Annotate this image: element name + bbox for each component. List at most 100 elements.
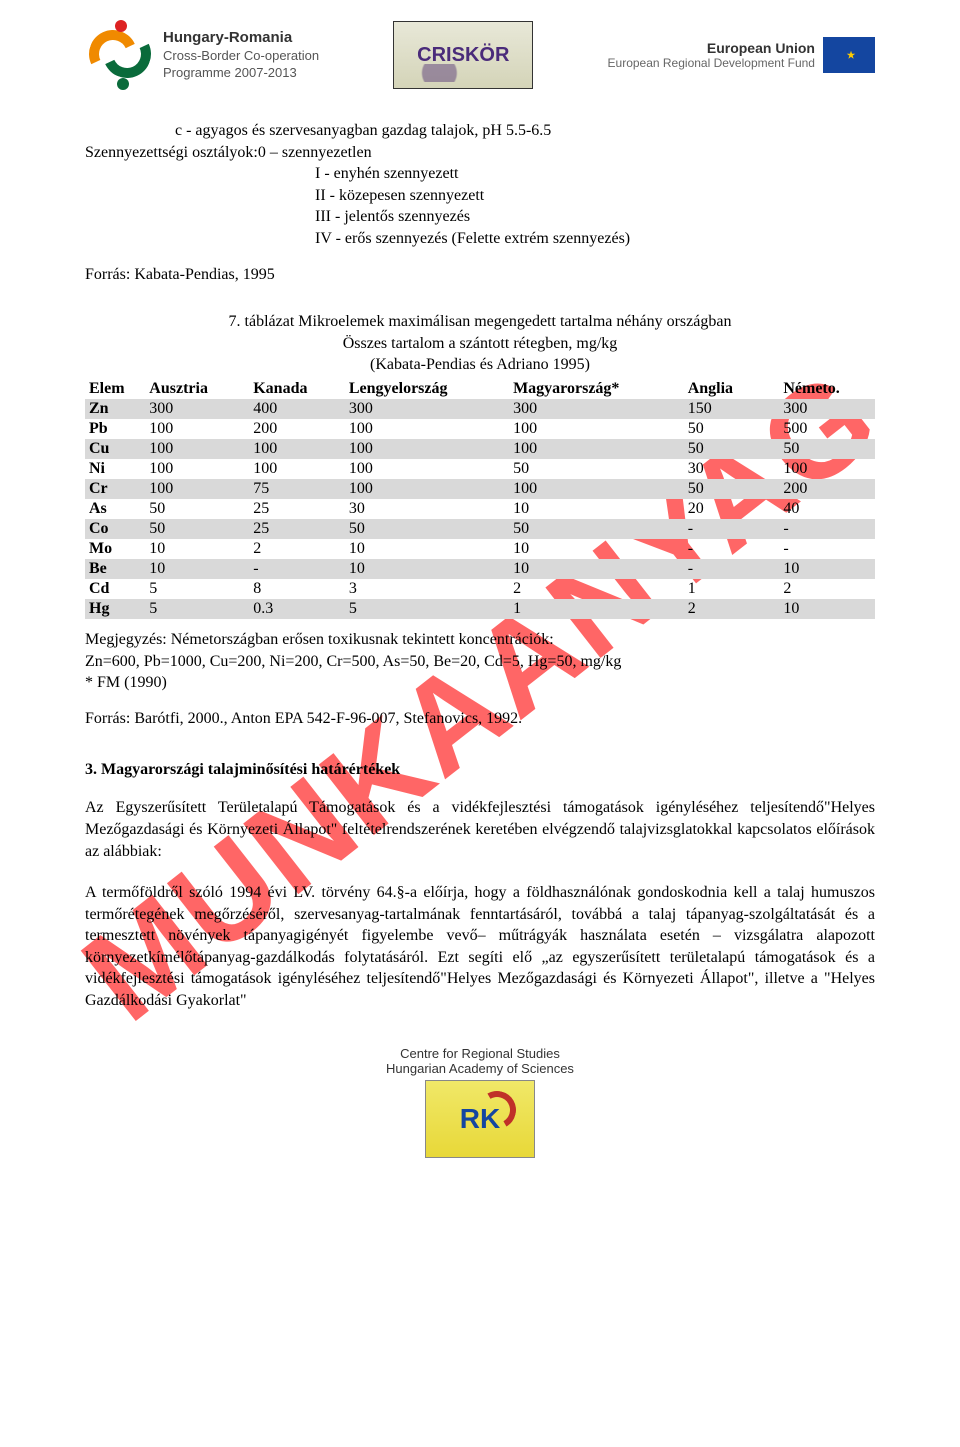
table-cell: Cu	[85, 439, 145, 459]
table-cell: Be	[85, 559, 145, 579]
col-germany: Németo.	[779, 379, 875, 399]
table-cell: 50	[684, 419, 780, 439]
note-line1: Megjegyzés: Németországban erősen toxiku…	[85, 629, 875, 651]
table-cell: 100	[779, 459, 875, 479]
table-row: Mo1021010--	[85, 539, 875, 559]
table-cell: 100	[509, 439, 684, 459]
table-cell: 2	[684, 599, 780, 619]
table-cell: Hg	[85, 599, 145, 619]
table-cell: 10	[509, 559, 684, 579]
footer-logo-text: RK	[460, 1103, 500, 1135]
logo-right: European Union European Regional Develop…	[608, 37, 875, 73]
table-cell: 100	[509, 419, 684, 439]
eu-flag-icon: ⋆	[823, 37, 875, 73]
table-cell: 400	[249, 399, 345, 419]
table-cell: Mo	[85, 539, 145, 559]
table-cell: 30	[345, 499, 509, 519]
table-cell: 3	[345, 579, 509, 599]
table-cell: 100	[345, 459, 509, 479]
table-cell: 50	[779, 439, 875, 459]
table-cell: 100	[145, 479, 249, 499]
class-item-2: II - közepesen szennyezett	[315, 185, 875, 207]
table-row: Pb10020010010050500	[85, 419, 875, 439]
table-row: Ni1001001005030100	[85, 459, 875, 479]
footer-line1: Centre for Regional Studies	[85, 1046, 875, 1061]
table-cell: Ni	[85, 459, 145, 479]
table-cell: 2	[779, 579, 875, 599]
table-cell: 25	[249, 499, 345, 519]
table-cell: 10	[345, 539, 509, 559]
table-cell: 8	[249, 579, 345, 599]
table-cell: 100	[145, 419, 249, 439]
class-item-4: IV - erős szennyezés (Felette extrém sze…	[315, 228, 875, 250]
table-cell: 100	[249, 439, 345, 459]
table-cell: 25	[249, 519, 345, 539]
table-row: Cd583212	[85, 579, 875, 599]
note-line3: * FM (1990)	[85, 672, 875, 694]
class-item-3: III - jelentős szennyezés	[315, 206, 875, 228]
table-cell: -	[779, 539, 875, 559]
table-cell: 5	[345, 599, 509, 619]
table-cell: 10	[779, 559, 875, 579]
logo-left-line1: Hungary-Romania	[163, 28, 319, 48]
table-cell: Co	[85, 519, 145, 539]
table-cell: 10	[509, 539, 684, 559]
table-cell: 50	[345, 519, 509, 539]
table-cell: 100	[345, 419, 509, 439]
table-cell: 300	[345, 399, 509, 419]
table-row: Be10-1010-10	[85, 559, 875, 579]
table-cell: -	[684, 539, 780, 559]
table-cell: 100	[345, 439, 509, 459]
page-footer: Centre for Regional Studies Hungarian Ac…	[85, 1046, 875, 1158]
footer-logo-icon: RK	[425, 1080, 535, 1158]
table-row: Cr1007510010050200	[85, 479, 875, 499]
logo-center-text: CRISKÖR	[417, 44, 509, 67]
legend-source: Forrás: Kabata-Pendias, 1995	[85, 264, 875, 286]
classes-label: Szennyezettségi osztályok:	[85, 142, 258, 164]
footer-line2: Hungarian Academy of Sciences	[85, 1061, 875, 1076]
caption-line3: (Kabata-Pendias és Adriano 1995)	[85, 354, 875, 376]
eu-line1: European Union	[608, 40, 815, 56]
table-cell: 500	[779, 419, 875, 439]
section3-para2: A termőföldről szóló 1994 évi LV. törvén…	[85, 882, 875, 1012]
table-cell: 300	[509, 399, 684, 419]
table-cell: 40	[779, 499, 875, 519]
table-cell: 50	[145, 519, 249, 539]
section3-heading: 3. Magyarországi talajminősítési határér…	[85, 761, 875, 779]
table-row: Cu1001001001005050	[85, 439, 875, 459]
section3-para1: Az Egyszerűsített Területalapú Támogatás…	[85, 797, 875, 862]
col-hungary: Magyarország*	[509, 379, 684, 399]
class-item-0: 0 – szennyezetlen	[258, 142, 372, 164]
table-cell: As	[85, 499, 145, 519]
table-cell: 100	[145, 459, 249, 479]
soil-legend: c - agyagos és szervesanyagban gazdag ta…	[85, 120, 875, 250]
table-cell: 5	[145, 579, 249, 599]
table-cell: 10	[145, 539, 249, 559]
table-notes: Megjegyzés: Németországban erősen toxiku…	[85, 629, 875, 694]
table-cell: 10	[145, 559, 249, 579]
logo-center: CRISKÖR	[393, 21, 533, 89]
table-cell: 30	[684, 459, 780, 479]
table-cell: 0.3	[249, 599, 345, 619]
table-cell: 50	[684, 479, 780, 499]
microelements-table: Elem Ausztria Kanada Lengyelország Magya…	[85, 379, 875, 619]
col-elem: Elem	[85, 379, 145, 399]
eu-line2: European Regional Development Fund	[608, 56, 815, 70]
table-cell: 50	[145, 499, 249, 519]
table-cell: 200	[249, 419, 345, 439]
table-cell: 300	[779, 399, 875, 419]
table-header-row: Elem Ausztria Kanada Lengyelország Magya…	[85, 379, 875, 399]
table-cell: 100	[249, 459, 345, 479]
table-cell: -	[249, 559, 345, 579]
eu-text: European Union European Regional Develop…	[608, 40, 815, 70]
table-cell: Cr	[85, 479, 145, 499]
table-cell: 300	[145, 399, 249, 419]
table-row: As502530102040	[85, 499, 875, 519]
table-cell: Zn	[85, 399, 145, 419]
table-cell: 5	[145, 599, 249, 619]
table-cell: 50	[684, 439, 780, 459]
col-england: Anglia	[684, 379, 780, 399]
col-canada: Kanada	[249, 379, 345, 399]
logo-left-text: Hungary-Romania Cross-Border Co-operatio…	[163, 28, 319, 81]
table-cell: 100	[509, 479, 684, 499]
